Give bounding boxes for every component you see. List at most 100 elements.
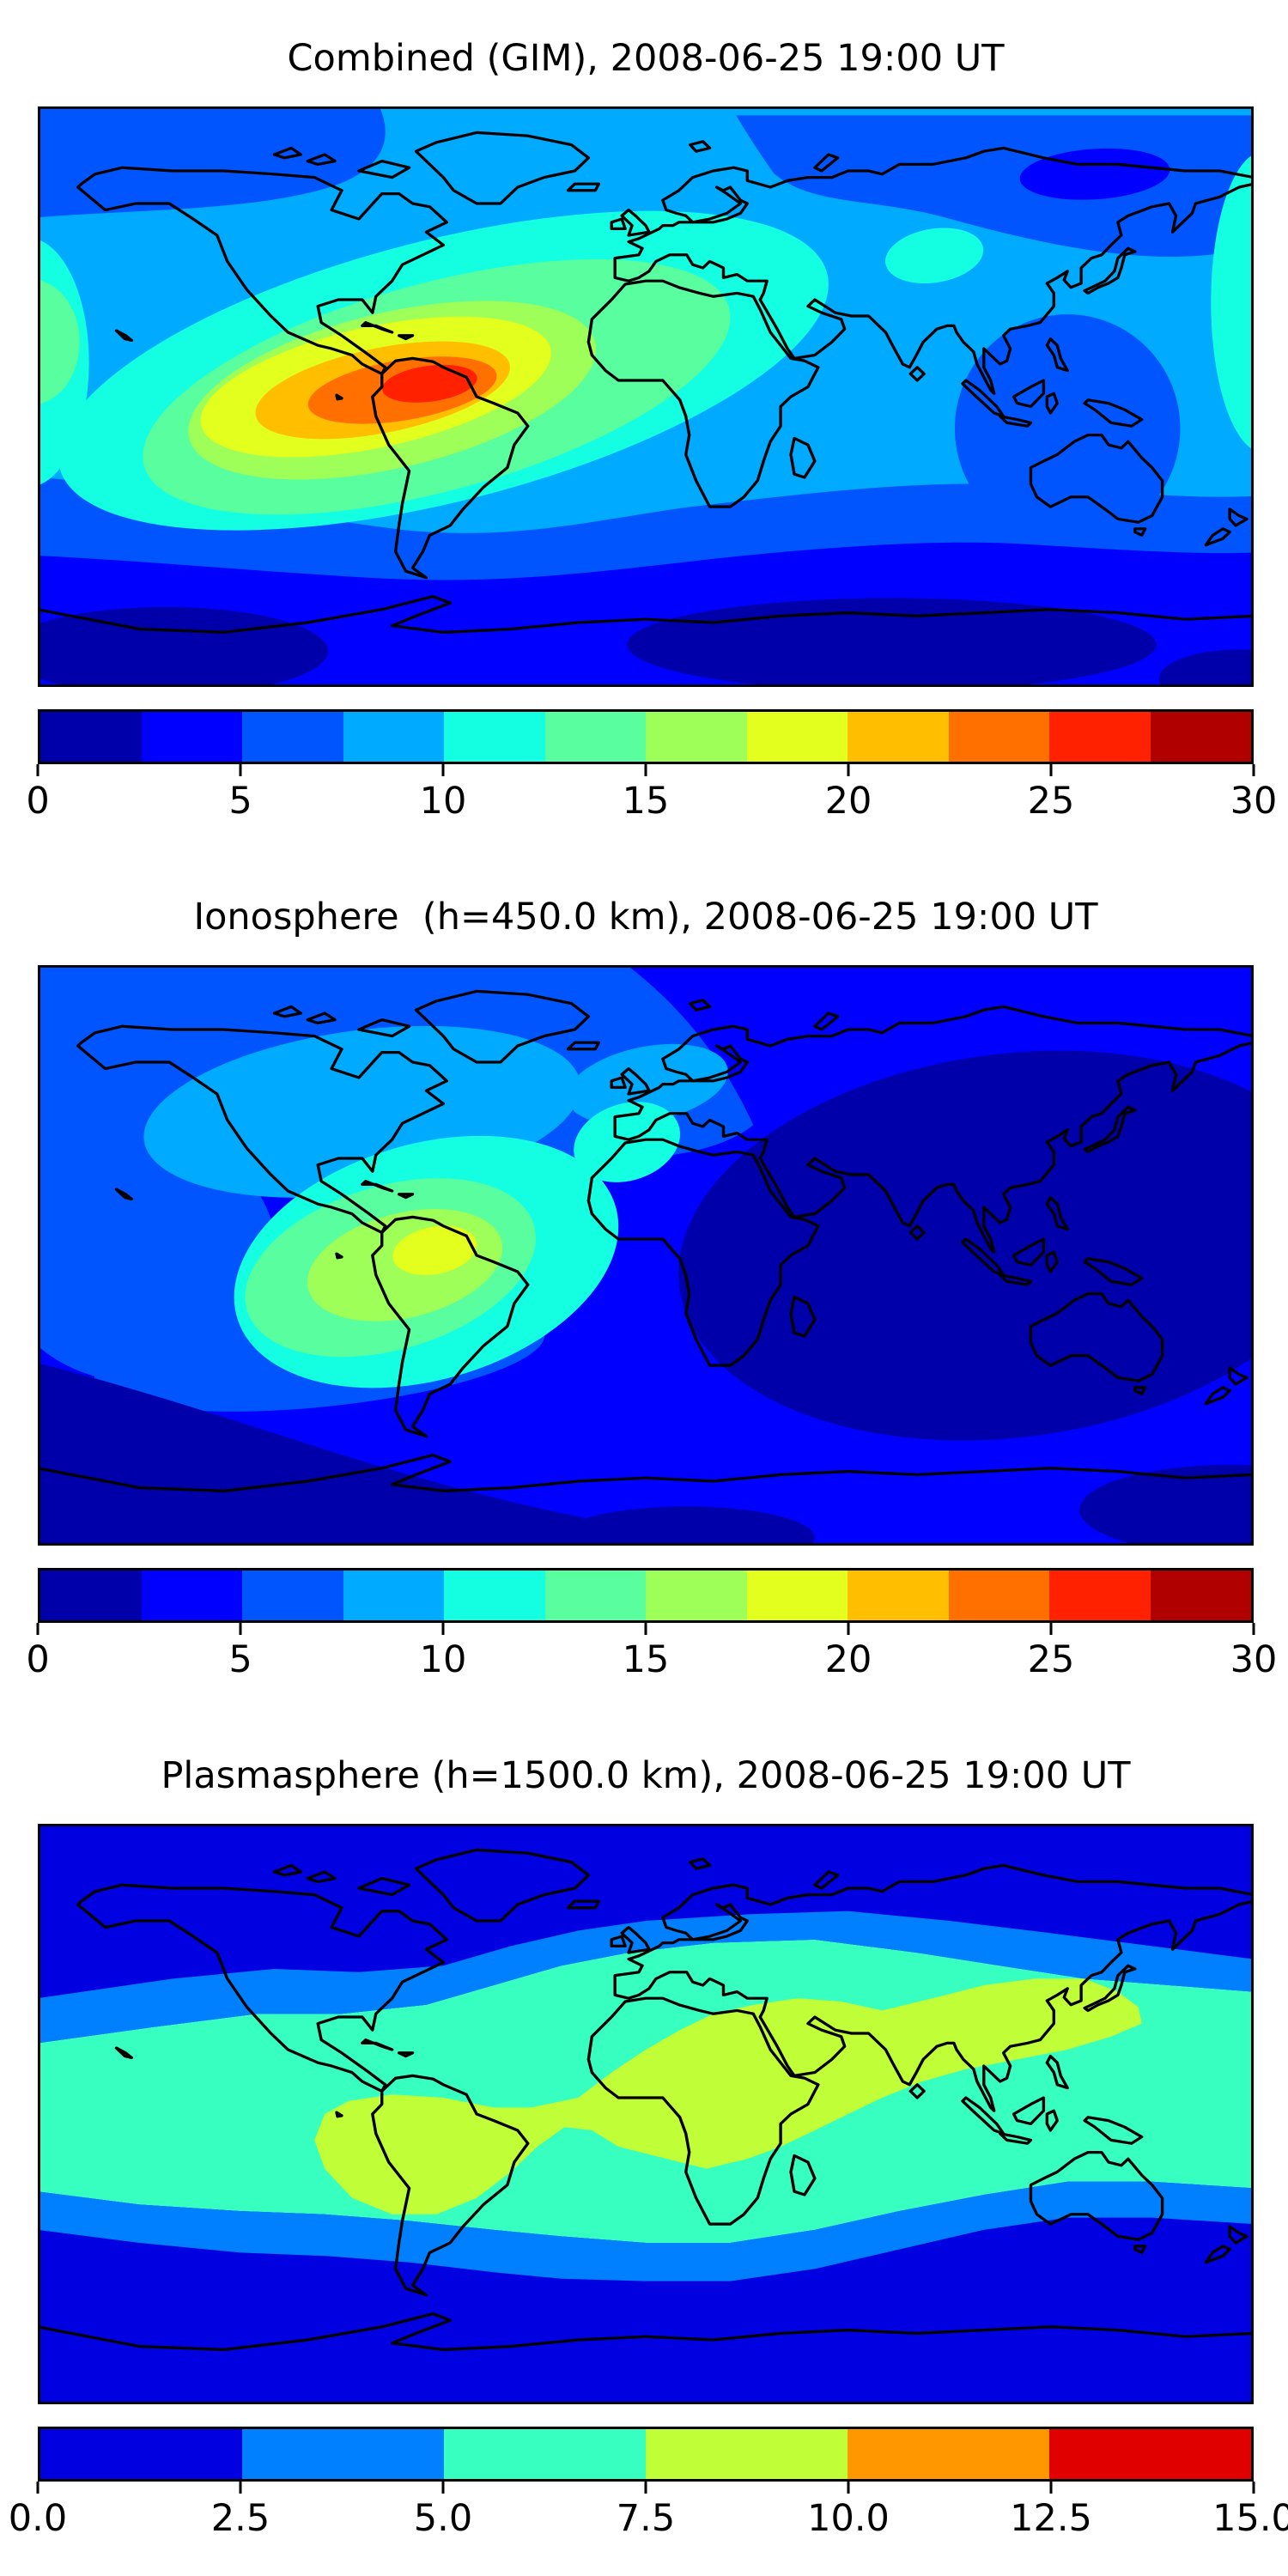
contour-band: [1079, 1465, 1254, 1546]
colorbar-segment: [646, 712, 747, 762]
contour-band: [567, 1043, 728, 1125]
contour-band: [38, 1911, 1254, 2044]
contour-band: [38, 280, 80, 404]
colorbar-tick-label: 20: [824, 780, 872, 823]
colorbar-tick-label: 2.5: [210, 2497, 270, 2540]
colorbar-segment: [242, 2429, 444, 2479]
contour-band: [1211, 154, 1254, 451]
colorbar-tick: [847, 1623, 850, 1635]
page-title: Combined (GIM), 2008-06-25 19:00 UT: [287, 37, 1005, 80]
panel-combined: Combined (GIM), 2008-06-25 19:00 UT 0 5 10…: [0, 0, 1288, 859]
colorbar-segment: [444, 1571, 545, 1620]
colorbar-tick-label: 15.0: [1212, 2497, 1288, 2540]
colorbar-segment: [444, 712, 545, 762]
colorbar-tick: [239, 1623, 242, 1635]
colorbar-tick-labels: 0.0 2.5 5.0 7.5 10.0 12.5 15.0: [9, 2497, 1288, 2547]
contour-band: [38, 106, 386, 218]
contour-band: [558, 1506, 815, 1546]
contour-band: [885, 228, 984, 284]
colorbar-segment: [444, 2429, 646, 2479]
map-border: [38, 106, 1254, 687]
colorbar: [38, 709, 1254, 764]
colorbar-tick: [441, 1623, 445, 1635]
colorbar-tick: [847, 2482, 850, 2494]
colorbar-tick-label: 12.5: [1010, 2497, 1092, 2540]
panel-ionosphere: Ionosphere (h=450.0 km), 2008-06-25 19:0…: [0, 859, 1288, 1717]
colorbar-tick-label: 0.0: [8, 2497, 68, 2540]
colorbar-segment: [544, 1571, 646, 1620]
colorbar-segment: [746, 712, 848, 762]
map-border: [38, 965, 1254, 1546]
colorbar-tick: [239, 2482, 242, 2494]
colorbar-tick-label: 5.0: [413, 2497, 473, 2540]
map-plasmasphere: [38, 1824, 1254, 2404]
colorbar-segment: [242, 1571, 343, 1620]
colorbar-tick: [36, 2482, 39, 2494]
colorbar-segment: [40, 2429, 242, 2479]
map-combined-gim: [38, 106, 1254, 687]
colorbar-tick-label: 30: [1230, 780, 1278, 823]
colorbar-segment: [544, 712, 646, 762]
colorbar-segment: [848, 712, 949, 762]
colorbar-tick-label: 10: [419, 1638, 467, 1681]
contour-band: [38, 1363, 636, 1546]
page-title: Ionosphere (h=450.0 km), 2008-06-25 19:0…: [193, 896, 1098, 939]
colorbar-segment: [40, 1571, 142, 1620]
colorbar-tick-label: 0: [26, 780, 50, 823]
colorbar-segment: [1150, 712, 1251, 762]
colorbar-tick: [441, 764, 445, 776]
colorbar-tick-label: 25: [1027, 1638, 1075, 1681]
contour-band: [678, 1050, 1254, 1441]
colorbar-tick-label: 25: [1027, 780, 1075, 823]
colorbar-tick: [1049, 764, 1053, 776]
colorbar-tick: [36, 1623, 39, 1635]
colorbar-segment: [242, 712, 343, 762]
colorbar-tick: [441, 2482, 445, 2494]
page-title: Plasmasphere (h=1500.0 km), 2008-06-25 1…: [161, 1754, 1131, 1797]
colorbar: [38, 2427, 1254, 2482]
colorbar-tick-label: 10.0: [807, 2497, 890, 2540]
colorbar-segment: [1049, 1571, 1151, 1620]
colorbar-tick-label: 10: [419, 780, 467, 823]
colorbar-segment: [848, 2429, 1049, 2479]
panel-plasmasphere: Plasmasphere (h=1500.0 km), 2008-06-25 1…: [0, 1717, 1288, 2576]
colorbar-segment: [948, 712, 1049, 762]
contour-band: [382, 364, 477, 403]
colorbar-ticks: [36, 764, 1255, 776]
colorbar-segment: [141, 712, 242, 762]
colorbar-tick: [1252, 1623, 1255, 1635]
map-ionosphere: [38, 965, 1254, 1546]
contour-band: [314, 1978, 1142, 2215]
colorbar-segment: [1049, 2429, 1251, 2479]
colorbar-segment: [948, 1571, 1049, 1620]
colorbar-tick: [644, 2482, 647, 2494]
colorbar-tick-label: 5: [228, 1638, 252, 1681]
colorbar-segment: [343, 712, 444, 762]
colorbar-tick: [1252, 764, 1255, 776]
contour-band: [1158, 649, 1254, 687]
colorbar-tick: [644, 764, 647, 776]
colorbar-tick: [36, 764, 39, 776]
colorbar-tick: [847, 764, 850, 776]
colorbar-ticks: [36, 1623, 1255, 1635]
colorbar-segment: [40, 712, 142, 762]
colorbar-tick: [1049, 1623, 1053, 1635]
colorbar: [38, 1568, 1254, 1623]
colorbar-tick: [1252, 2482, 1255, 2494]
colorbar-tick-label: 15: [622, 1638, 670, 1681]
colorbar-segment: [141, 1571, 242, 1620]
contour-band: [38, 2181, 1254, 2281]
colorbar-tick-label: 20: [824, 1638, 872, 1681]
contour-band: [627, 598, 1157, 687]
colorbar-segment: [646, 1571, 747, 1620]
colorbar-segment: [848, 1571, 949, 1620]
contour-band: [731, 106, 1254, 116]
colorbar-segment: [1049, 712, 1151, 762]
contour-band: [38, 606, 329, 687]
colorbar-tick-labels: 0 5 10 15 20 25 30: [26, 1638, 1277, 1688]
contour-band: [954, 314, 1181, 543]
colorbar-tick-label: 15: [622, 780, 670, 823]
colorbar-tick-label: 5: [228, 780, 252, 823]
colorbar-tick-label: 0: [26, 1638, 50, 1681]
colorbar-tick: [644, 1623, 647, 1635]
